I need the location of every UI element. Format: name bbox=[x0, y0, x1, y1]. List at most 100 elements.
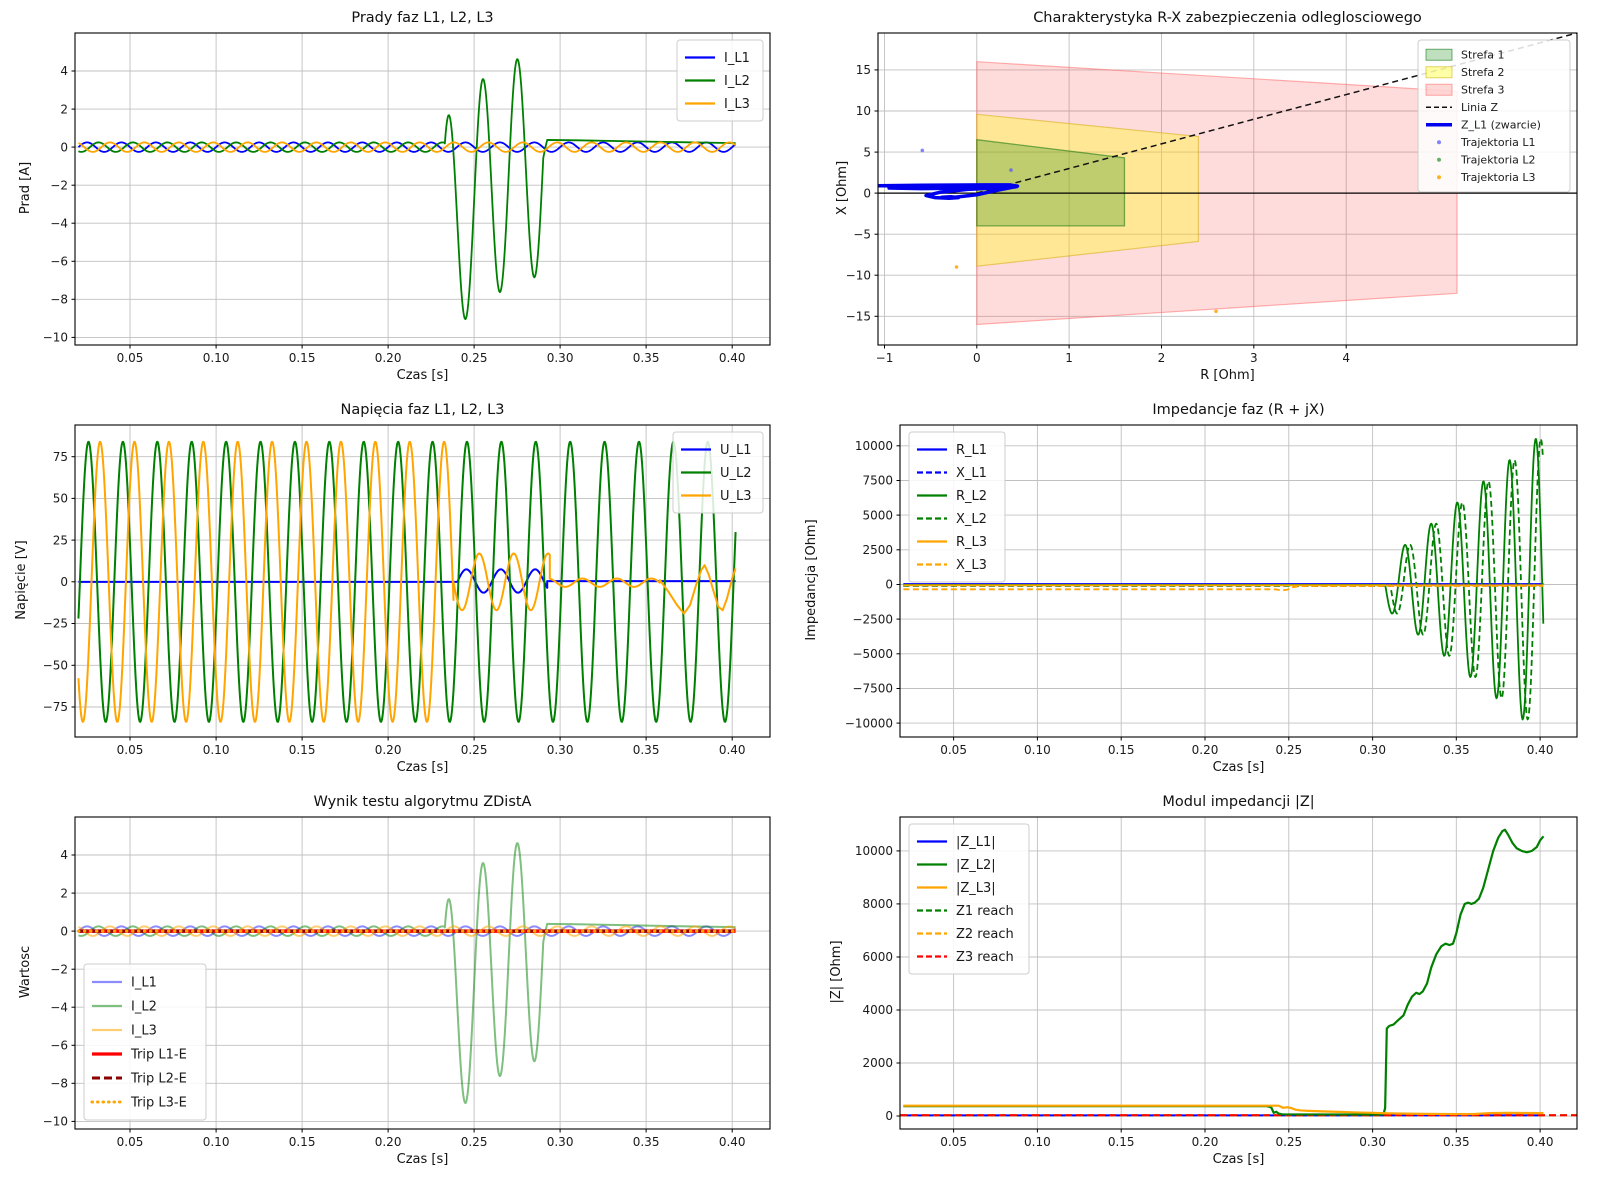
x-tick-label: 0.20 bbox=[375, 743, 402, 757]
legend-label: X_L1 bbox=[956, 466, 987, 481]
x-tick-label: 0.35 bbox=[633, 1135, 660, 1149]
legend-label: |Z_L1| bbox=[956, 835, 996, 850]
legend: I_L1 I_L2 I_L3 bbox=[676, 39, 764, 122]
legend-label: I_L2 bbox=[131, 999, 157, 1014]
x-tick-label: 0.40 bbox=[1527, 1135, 1554, 1149]
x-tick-label: 0.05 bbox=[940, 1135, 967, 1149]
y-tick-label: 50 bbox=[53, 492, 68, 506]
x-tick-label: 2 bbox=[1158, 351, 1166, 365]
x-tick-label: 0.15 bbox=[1108, 743, 1135, 757]
x-axis-label-rx: R [Ohm] bbox=[1200, 368, 1255, 383]
x-tick-label: 0 bbox=[973, 351, 981, 365]
x-tick-label: 4 bbox=[1342, 351, 1350, 365]
subplot-napiecia: 0.05 0.10 0.15 0.20 0.25 0.30 0.35 0.40 −75 −50 −2… bbox=[43, 424, 771, 757]
y-axis-label-napiecia: Napięcie [V] bbox=[14, 540, 29, 620]
axes-frame bbox=[899, 816, 1578, 1130]
scatter-trajektoria-l3 bbox=[954, 265, 959, 269]
x-tick-label: 0.25 bbox=[1275, 1135, 1302, 1149]
x-tick-label: 0.25 bbox=[461, 1135, 488, 1149]
legend-label: |Z_L2| bbox=[956, 858, 996, 873]
x-tick-label: 0.10 bbox=[203, 743, 230, 757]
x-tick-label: −1 bbox=[876, 351, 894, 365]
y-tick-label: 0 bbox=[863, 186, 871, 200]
x-tick-label: 0.40 bbox=[719, 351, 746, 365]
legend-label: Z2 reach bbox=[956, 927, 1014, 942]
series-r-l2 bbox=[903, 437, 1545, 721]
legend-box bbox=[672, 431, 764, 514]
series-x-l2 bbox=[903, 437, 1544, 721]
x-tick-label: 0.05 bbox=[117, 1135, 144, 1149]
y-tick-label: 2 bbox=[60, 886, 68, 900]
legend: |Z_L1| |Z_L2| |Z_L3| Z1 reach Z2 reach Z3 rea… bbox=[908, 823, 1030, 975]
legend-swatch-strefa-2 bbox=[1425, 66, 1453, 79]
y-tick-label: 4 bbox=[60, 848, 68, 862]
y-tick-label: 10 bbox=[856, 104, 871, 118]
legend-label: X_L3 bbox=[956, 558, 987, 573]
legend-label: R_L1 bbox=[956, 443, 987, 458]
x-tick-label: 0.15 bbox=[289, 743, 316, 757]
x-axis-label-napiecia: Czas [s] bbox=[396, 760, 449, 775]
y-tick-label: −25 bbox=[43, 617, 68, 631]
subplot-impedancje: 0.05 0.10 0.15 0.20 0.25 0.30 0.35 0.40 −10000 −7… bbox=[845, 424, 1578, 757]
legend-label: Z1 reach bbox=[956, 904, 1014, 919]
x-tick-label: 0.30 bbox=[547, 1135, 574, 1149]
y-tick-label: −2500 bbox=[852, 612, 893, 626]
y-tick-label: −10 bbox=[846, 268, 871, 282]
legend-marker-trajektoria-l3 bbox=[1437, 175, 1441, 180]
y-tick-label: −4 bbox=[50, 1000, 68, 1014]
x-tick-label: 0.30 bbox=[547, 743, 574, 757]
y-tick-label: −10000 bbox=[845, 716, 893, 730]
y-tick-label: 0 bbox=[60, 924, 68, 938]
legend: U_L1 U_L2 U_L3 bbox=[672, 431, 764, 514]
x-axis-label-prady: Czas [s] bbox=[396, 368, 449, 383]
legend-box bbox=[908, 823, 1030, 975]
x-tick-label: 0.15 bbox=[289, 1135, 316, 1149]
y-tick-label: 7500 bbox=[862, 474, 893, 488]
y-tick-label: 4 bbox=[60, 64, 68, 78]
legend-swatch-strefa-3 bbox=[1425, 83, 1453, 96]
y-tick-label: −75 bbox=[43, 700, 68, 714]
legend-label: U_L3 bbox=[720, 489, 752, 504]
x-tick-label: 3 bbox=[1250, 351, 1258, 365]
y-tick-label: −2 bbox=[50, 962, 68, 976]
series-x-l3 bbox=[903, 585, 1544, 592]
legend-label: Linia Z bbox=[1461, 101, 1498, 114]
y-tick-label: −15 bbox=[846, 310, 871, 324]
y-tick-label: −6 bbox=[50, 255, 68, 269]
series-z-l1-zwarcie bbox=[878, 183, 1020, 200]
y-tick-label: 0 bbox=[60, 575, 68, 589]
chart-title-wynik: Wynik testu algorytmu ZDistA bbox=[313, 794, 532, 810]
legend-box bbox=[908, 431, 1006, 583]
legend-label: Trip L1-E bbox=[130, 1047, 187, 1062]
x-tick-label: 0.15 bbox=[289, 351, 316, 365]
series-u-l3 bbox=[77, 440, 737, 723]
x-tick-label: 0.30 bbox=[1359, 743, 1386, 757]
chart-title-rx: Charakterystyka R-X zabezpieczenia odleg… bbox=[1033, 10, 1422, 26]
x-axis-label-impedancje: Czas [s] bbox=[1212, 760, 1265, 775]
axes-frame bbox=[74, 816, 771, 1130]
legend-marker-trajektoria-l1 bbox=[1437, 140, 1441, 145]
x-tick-label: 0.10 bbox=[1024, 1135, 1051, 1149]
zone-strefa-1 bbox=[976, 138, 1126, 227]
y-tick-label: 2 bbox=[60, 102, 68, 116]
y-tick-label: −50 bbox=[43, 659, 68, 673]
y-tick-label: −6 bbox=[50, 1039, 68, 1053]
y-axis-label-prady: Prad [A] bbox=[18, 161, 33, 215]
x-tick-label: 0.30 bbox=[547, 351, 574, 365]
legend-label: X_L2 bbox=[956, 512, 987, 527]
y-axis-label-wynik: Wartosc bbox=[18, 945, 33, 999]
legend-label: I_L1 bbox=[131, 975, 157, 990]
legend-label: R_L3 bbox=[956, 535, 987, 550]
x-tick-label: 0.40 bbox=[1527, 743, 1554, 757]
x-tick-label: 0.10 bbox=[1024, 743, 1051, 757]
series-z-l2 bbox=[903, 828, 1545, 1116]
legend-label: Trip L3-E bbox=[130, 1095, 187, 1110]
subplot-wynik: 0.05 0.10 0.15 0.20 0.25 0.30 0.35 0.40 −10 −8 −6 −… bbox=[43, 816, 771, 1149]
legend-label: Strefa 2 bbox=[1461, 66, 1504, 79]
y-tick-label: 5 bbox=[863, 145, 871, 159]
y-axis-label-rx: X [Ohm] bbox=[835, 160, 850, 216]
subplot-prady: 0.05 0.10 0.15 0.20 0.25 0.30 0.35 0.40 −10 −8 −6 −… bbox=[43, 32, 771, 365]
legend-label: Strefa 3 bbox=[1461, 83, 1504, 96]
